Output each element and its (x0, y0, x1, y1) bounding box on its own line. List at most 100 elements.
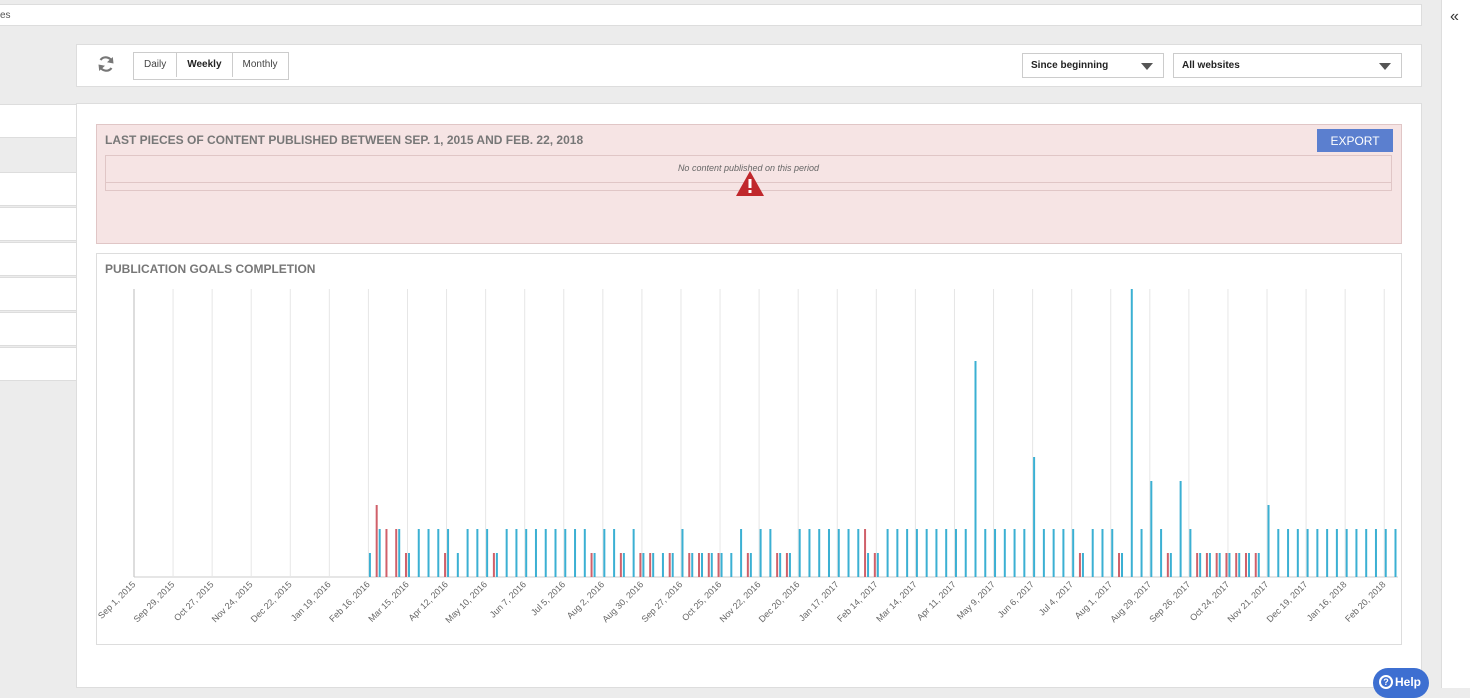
bar-published[interactable] (1033, 457, 1036, 577)
bar-published[interactable] (1384, 529, 1387, 577)
bar-published[interactable] (544, 529, 547, 577)
bar-published[interactable] (427, 529, 430, 577)
bar-published[interactable] (1208, 553, 1211, 577)
bar-published[interactable] (896, 529, 899, 577)
bar-published[interactable] (691, 553, 694, 577)
bar-published[interactable] (867, 553, 870, 577)
bar-published[interactable] (1199, 553, 1202, 577)
website-select[interactable]: All websites (1173, 53, 1402, 78)
period-daily[interactable]: Daily (134, 53, 178, 77)
bar-published[interactable] (1179, 481, 1182, 577)
bar-goal[interactable] (668, 553, 671, 577)
sidebar-item[interactable] (0, 242, 77, 276)
bar-goal[interactable] (404, 553, 407, 577)
bar-published[interactable] (935, 529, 938, 577)
bar-published[interactable] (1394, 529, 1397, 577)
bar-published[interactable] (642, 553, 645, 577)
bar-goal[interactable] (785, 553, 788, 577)
refresh-icon[interactable] (96, 54, 116, 74)
bar-published[interactable] (525, 529, 528, 577)
bar-published[interactable] (710, 553, 713, 577)
bar-published[interactable] (447, 529, 450, 577)
bar-published[interactable] (1257, 553, 1260, 577)
bar-published[interactable] (476, 529, 479, 577)
bar-published[interactable] (466, 529, 469, 577)
bar-published[interactable] (603, 529, 606, 577)
bar-published[interactable] (954, 529, 957, 577)
bar-published[interactable] (1101, 529, 1104, 577)
bar-published[interactable] (1355, 529, 1358, 577)
bar-published[interactable] (1160, 529, 1163, 577)
sidebar-item[interactable] (0, 347, 77, 381)
bar-published[interactable] (1130, 289, 1133, 577)
period-monthly[interactable]: Monthly (242, 59, 278, 70)
sidebar-item[interactable] (0, 172, 77, 206)
bar-goal[interactable] (1225, 553, 1228, 577)
bar-published[interactable] (593, 553, 596, 577)
bar-goal[interactable] (864, 529, 867, 577)
bar-published[interactable] (1140, 529, 1143, 577)
bar-goal[interactable] (492, 553, 495, 577)
bar-goal[interactable] (375, 505, 378, 577)
bar-published[interactable] (613, 529, 616, 577)
bar-published[interactable] (1072, 529, 1075, 577)
bar-published[interactable] (583, 529, 586, 577)
range-select[interactable]: Since beginning (1022, 53, 1164, 78)
bar-published[interactable] (681, 529, 684, 577)
bar-published[interactable] (788, 553, 791, 577)
bar-goal[interactable] (590, 553, 593, 577)
bar-goal[interactable] (1118, 553, 1121, 577)
bar-published[interactable] (398, 529, 401, 577)
sidebar-item[interactable] (0, 207, 77, 241)
period-weekly[interactable]: Weekly (177, 53, 233, 77)
bar-goal[interactable] (746, 553, 749, 577)
bar-published[interactable] (1189, 529, 1192, 577)
bar-published[interactable] (368, 553, 371, 577)
bar-goal[interactable] (1244, 553, 1247, 577)
bar-published[interactable] (945, 529, 948, 577)
bar-goal[interactable] (619, 553, 622, 577)
bar-published[interactable] (661, 553, 664, 577)
bar-published[interactable] (994, 529, 997, 577)
export-button[interactable]: EXPORT (1317, 129, 1393, 152)
bar-published[interactable] (876, 553, 879, 577)
bar-published[interactable] (1345, 529, 1348, 577)
bar-published[interactable] (964, 529, 967, 577)
bar-published[interactable] (925, 529, 928, 577)
bar-goal[interactable] (707, 553, 710, 577)
sidebar-item[interactable] (0, 312, 77, 346)
bar-goal[interactable] (1215, 553, 1218, 577)
bar-published[interactable] (652, 553, 655, 577)
sidebar-item[interactable] (0, 104, 77, 138)
bar-published[interactable] (1365, 529, 1368, 577)
bar-published[interactable] (1042, 529, 1045, 577)
bar-published[interactable] (554, 529, 557, 577)
bar-published[interactable] (671, 553, 674, 577)
bar-goal[interactable] (1205, 553, 1208, 577)
bar-published[interactable] (378, 529, 381, 577)
bar-goal[interactable] (1078, 553, 1081, 577)
bar-published[interactable] (1003, 529, 1006, 577)
bar-goal[interactable] (688, 553, 691, 577)
bar-published[interactable] (759, 529, 762, 577)
bar-published[interactable] (720, 553, 723, 577)
bar-published[interactable] (827, 529, 830, 577)
bar-published[interactable] (974, 361, 977, 577)
bar-published[interactable] (1287, 529, 1290, 577)
bar-published[interactable] (515, 529, 518, 577)
bar-goal[interactable] (649, 553, 652, 577)
bar-published[interactable] (1081, 553, 1084, 577)
bar-published[interactable] (1238, 553, 1241, 577)
bar-published[interactable] (495, 553, 498, 577)
bar-goal[interactable] (873, 553, 876, 577)
bar-published[interactable] (632, 529, 635, 577)
bar-published[interactable] (837, 529, 840, 577)
collapse-icon[interactable]: « (1450, 8, 1459, 25)
bar-goal[interactable] (1254, 553, 1257, 577)
bar-published[interactable] (1111, 529, 1114, 577)
bar-published[interactable] (1062, 529, 1065, 577)
bar-goal[interactable] (395, 529, 398, 577)
bar-published[interactable] (1052, 529, 1055, 577)
bar-goal[interactable] (385, 529, 388, 577)
bar-published[interactable] (534, 529, 537, 577)
